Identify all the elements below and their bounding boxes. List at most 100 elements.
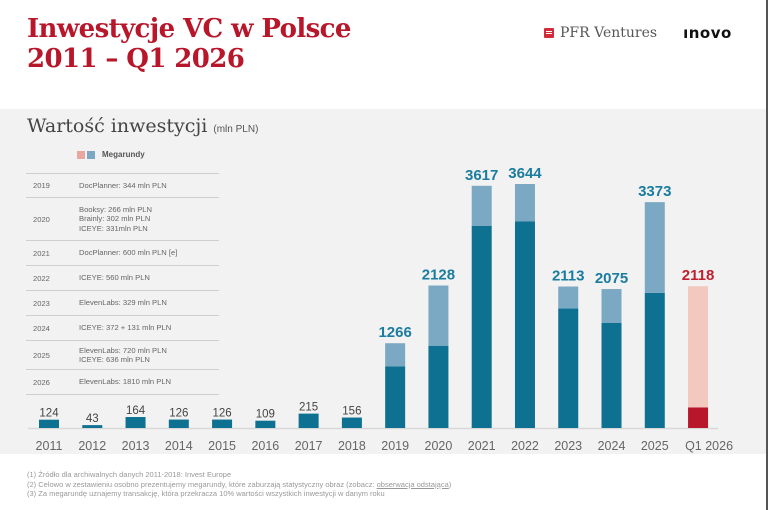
x-tick-label: 2015 [208, 439, 236, 453]
bar-value-label: 215 [299, 402, 318, 414]
footnote-2: (2) Celowo w zestawieniu osobno prezentu… [27, 480, 451, 490]
chart-title-unit: (mln PLN) [213, 124, 259, 135]
megaround-year: 2021 [33, 248, 50, 258]
bar-value-label: 126 [169, 408, 188, 420]
megaround-description: Booksy: 266 mln PLN Brainly: 302 mln PLN I… [79, 204, 153, 233]
x-tick-label: Q1 2026 [685, 439, 733, 453]
footnote-3: (3) Za megarundę uznajemy transakcję, kt… [27, 489, 385, 499]
megarounds-table: 2019 DocPlanner: 344 mln PLN 2020 Booksy: 2… [26, 173, 219, 395]
bar-value-label: 126 [212, 408, 231, 420]
title-line-2: 2011 – Q1 2026 [27, 44, 245, 74]
bar-chart: 124 2011 43 2012 164 2013 126 2014 126 2015 109 201… [28, 165, 733, 453]
bar-base [514, 221, 535, 428]
megaround-description: ICEYE: 372 + 131 mln PLN [79, 323, 172, 333]
bar-value-label: 2128 [422, 267, 455, 284]
bar-value-label: 3617 [465, 167, 498, 184]
chart-panel [0, 109, 766, 454]
bar-value-label: 164 [126, 405, 146, 417]
x-tick-label: 2023 [554, 439, 582, 453]
megaround-year: 2023 [33, 298, 50, 308]
bar-base [255, 420, 276, 428]
bar-base [601, 322, 622, 428]
megaround-description: ElevenLabs: 1810 mln PLN [79, 377, 172, 387]
megaround-row: 2021 DocPlanner: 600 mln PLN [e] [26, 240, 219, 265]
chart-title: Wartość inwestycji (mln PLN) [27, 115, 258, 137]
legend: Megarundy [77, 150, 145, 159]
x-tick-label: 2024 [598, 439, 626, 453]
pfr-logo-icon [544, 28, 554, 38]
bar-value-label: 3644 [508, 165, 542, 182]
bar-value-label: 43 [86, 413, 99, 425]
megaround-row: 2024 ICEYE: 372 + 131 mln PLN [26, 315, 219, 340]
bar-megaround [558, 286, 579, 309]
bar-value-label: 1266 [378, 324, 411, 341]
legend-swatch-red [77, 150, 85, 159]
x-tick-label: 2019 [381, 439, 409, 453]
bar-value-label: 2113 [552, 268, 585, 285]
bar-base [688, 407, 709, 428]
bar-base [298, 413, 319, 428]
bar-megaround [471, 185, 492, 226]
bar-value-label: 2118 [682, 267, 715, 284]
x-tick-label: 2013 [122, 439, 150, 453]
bar-base [82, 425, 103, 428]
bar-base [428, 345, 449, 428]
bar-base [385, 366, 406, 428]
bar-megaround [428, 285, 449, 346]
megaround-description: DocPlanner: 600 mln PLN [e] [79, 248, 178, 258]
bar-base [39, 419, 59, 428]
inovo-logo: ınovo [683, 24, 732, 42]
megaround-description: ElevenLabs: 720 mln PLN ICEYE: 636 mln PL… [79, 345, 167, 365]
bar-base [212, 419, 233, 428]
x-tick-label: 2020 [425, 439, 453, 453]
megaround-row: 2022 ICEYE: 560 mln PLN [26, 265, 219, 290]
pfr-ventures-logo: PFR Ventures [560, 25, 658, 41]
outlier-link[interactable]: obserwacja odstająca [376, 479, 449, 489]
megaround-row: 2019 DocPlanner: 344 mln PLN [26, 173, 219, 197]
bar-value-label: 156 [342, 406, 361, 418]
footnote-2-suffix: ) [448, 479, 452, 489]
megaround-year: 2022 [33, 273, 50, 283]
legend-label: Megarundy [102, 150, 145, 159]
megaround-description: ElevenLabs: 329 mln PLN [79, 298, 167, 308]
megaround-row: 2026 ElevenLabs: 1810 mln PLN [26, 369, 219, 395]
bar-base [471, 225, 492, 428]
x-tick-label: 2012 [78, 439, 106, 453]
bar-base [558, 308, 579, 428]
megaround-year: 2024 [33, 323, 50, 333]
chart-title-text: Wartość inwestycji [27, 115, 208, 137]
logos: PFR Ventures ınovo [544, 24, 732, 42]
megaround-description: ICEYE: 560 mln PLN [79, 273, 150, 283]
megaround-year: 2019 [33, 181, 50, 190]
bar-megaround [688, 286, 709, 408]
title-line-1: Inwestycje VC w Polsce [27, 14, 351, 44]
x-tick-label: 2011 [36, 439, 63, 453]
right-border [766, 0, 768, 510]
footnote-1: (1) Źródło dla archiwalnych danych 2011-… [27, 470, 232, 479]
megaround-row: 2020 Booksy: 266 mln PLN Brainly: 302 mln … [26, 197, 219, 240]
bar-megaround [385, 343, 406, 367]
megaround-year: 2026 [33, 377, 50, 387]
bar-base [341, 417, 362, 428]
bar-value-label: 124 [39, 408, 59, 420]
x-tick-label: 2016 [251, 439, 279, 453]
bar-megaround [644, 202, 665, 293]
page-title: Inwestycje VC w Polsce 2011 – Q1 2026 [27, 14, 351, 74]
x-tick-label: 2021 [468, 439, 496, 453]
megaround-row: 2025 ElevenLabs: 720 mln PLN ICEYE: 636 ml… [26, 340, 219, 369]
footnote-2-text: (2) Celowo w zestawieniu osobno prezentu… [27, 479, 377, 489]
bar-megaround [514, 184, 535, 222]
megaround-row: 2023 ElevenLabs: 329 mln PLN [26, 290, 219, 315]
bar-base [168, 419, 189, 428]
megaround-year: 2020 [33, 214, 50, 224]
x-tick-label: 2017 [295, 439, 323, 453]
x-tick-label: 2014 [165, 439, 193, 453]
bar-value-label: 3373 [638, 183, 671, 200]
bar-base [125, 417, 146, 428]
footnotes: (1) Źródło dla archiwalnych danych 2011-… [27, 470, 451, 499]
x-tick-label: 2022 [511, 439, 539, 453]
x-tick-label: 2025 [641, 439, 669, 453]
legend-swatch-blue [87, 150, 95, 159]
megaround-year: 2025 [33, 350, 50, 360]
bar-value-label: 2075 [595, 270, 628, 287]
